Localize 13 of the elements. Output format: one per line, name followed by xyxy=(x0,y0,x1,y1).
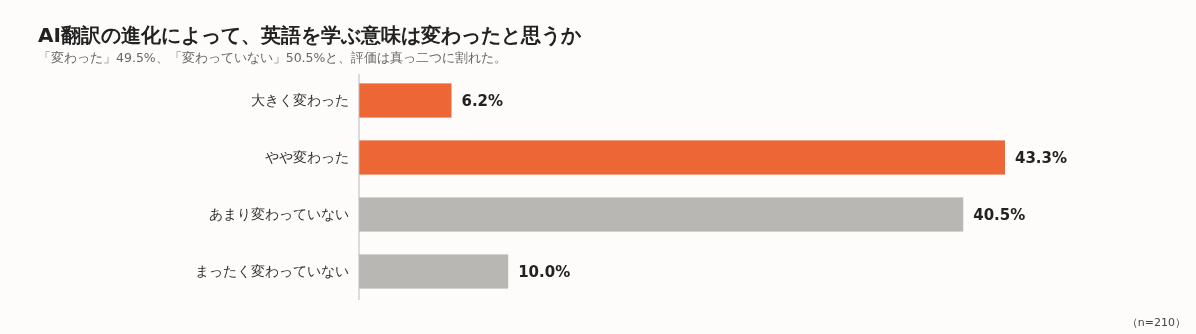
data-label: 43.3% xyxy=(1015,148,1068,167)
bar xyxy=(359,83,452,118)
text: （n=210） xyxy=(1126,316,1186,329)
y-tick-label: やや変わった xyxy=(265,149,349,166)
bar xyxy=(359,140,1005,175)
data-label: 10.0% xyxy=(518,262,571,281)
data-label: 6.2% xyxy=(461,91,504,110)
chart-title: AI翻訳の進化によって、英語を学ぶ意味は変わったと思うか xyxy=(38,23,582,47)
chart-subtitle: 「変わった」49.5%、「変わっていない」50.5%と、評価は真っ二つに割れた。 xyxy=(38,50,508,65)
y-tick-label: あまり変わっていない xyxy=(209,206,349,223)
y-tick-label: 大きく変わった xyxy=(251,92,349,109)
data-label: 40.5% xyxy=(973,205,1026,224)
y-tick-label: まったく変わっていない xyxy=(195,263,349,280)
